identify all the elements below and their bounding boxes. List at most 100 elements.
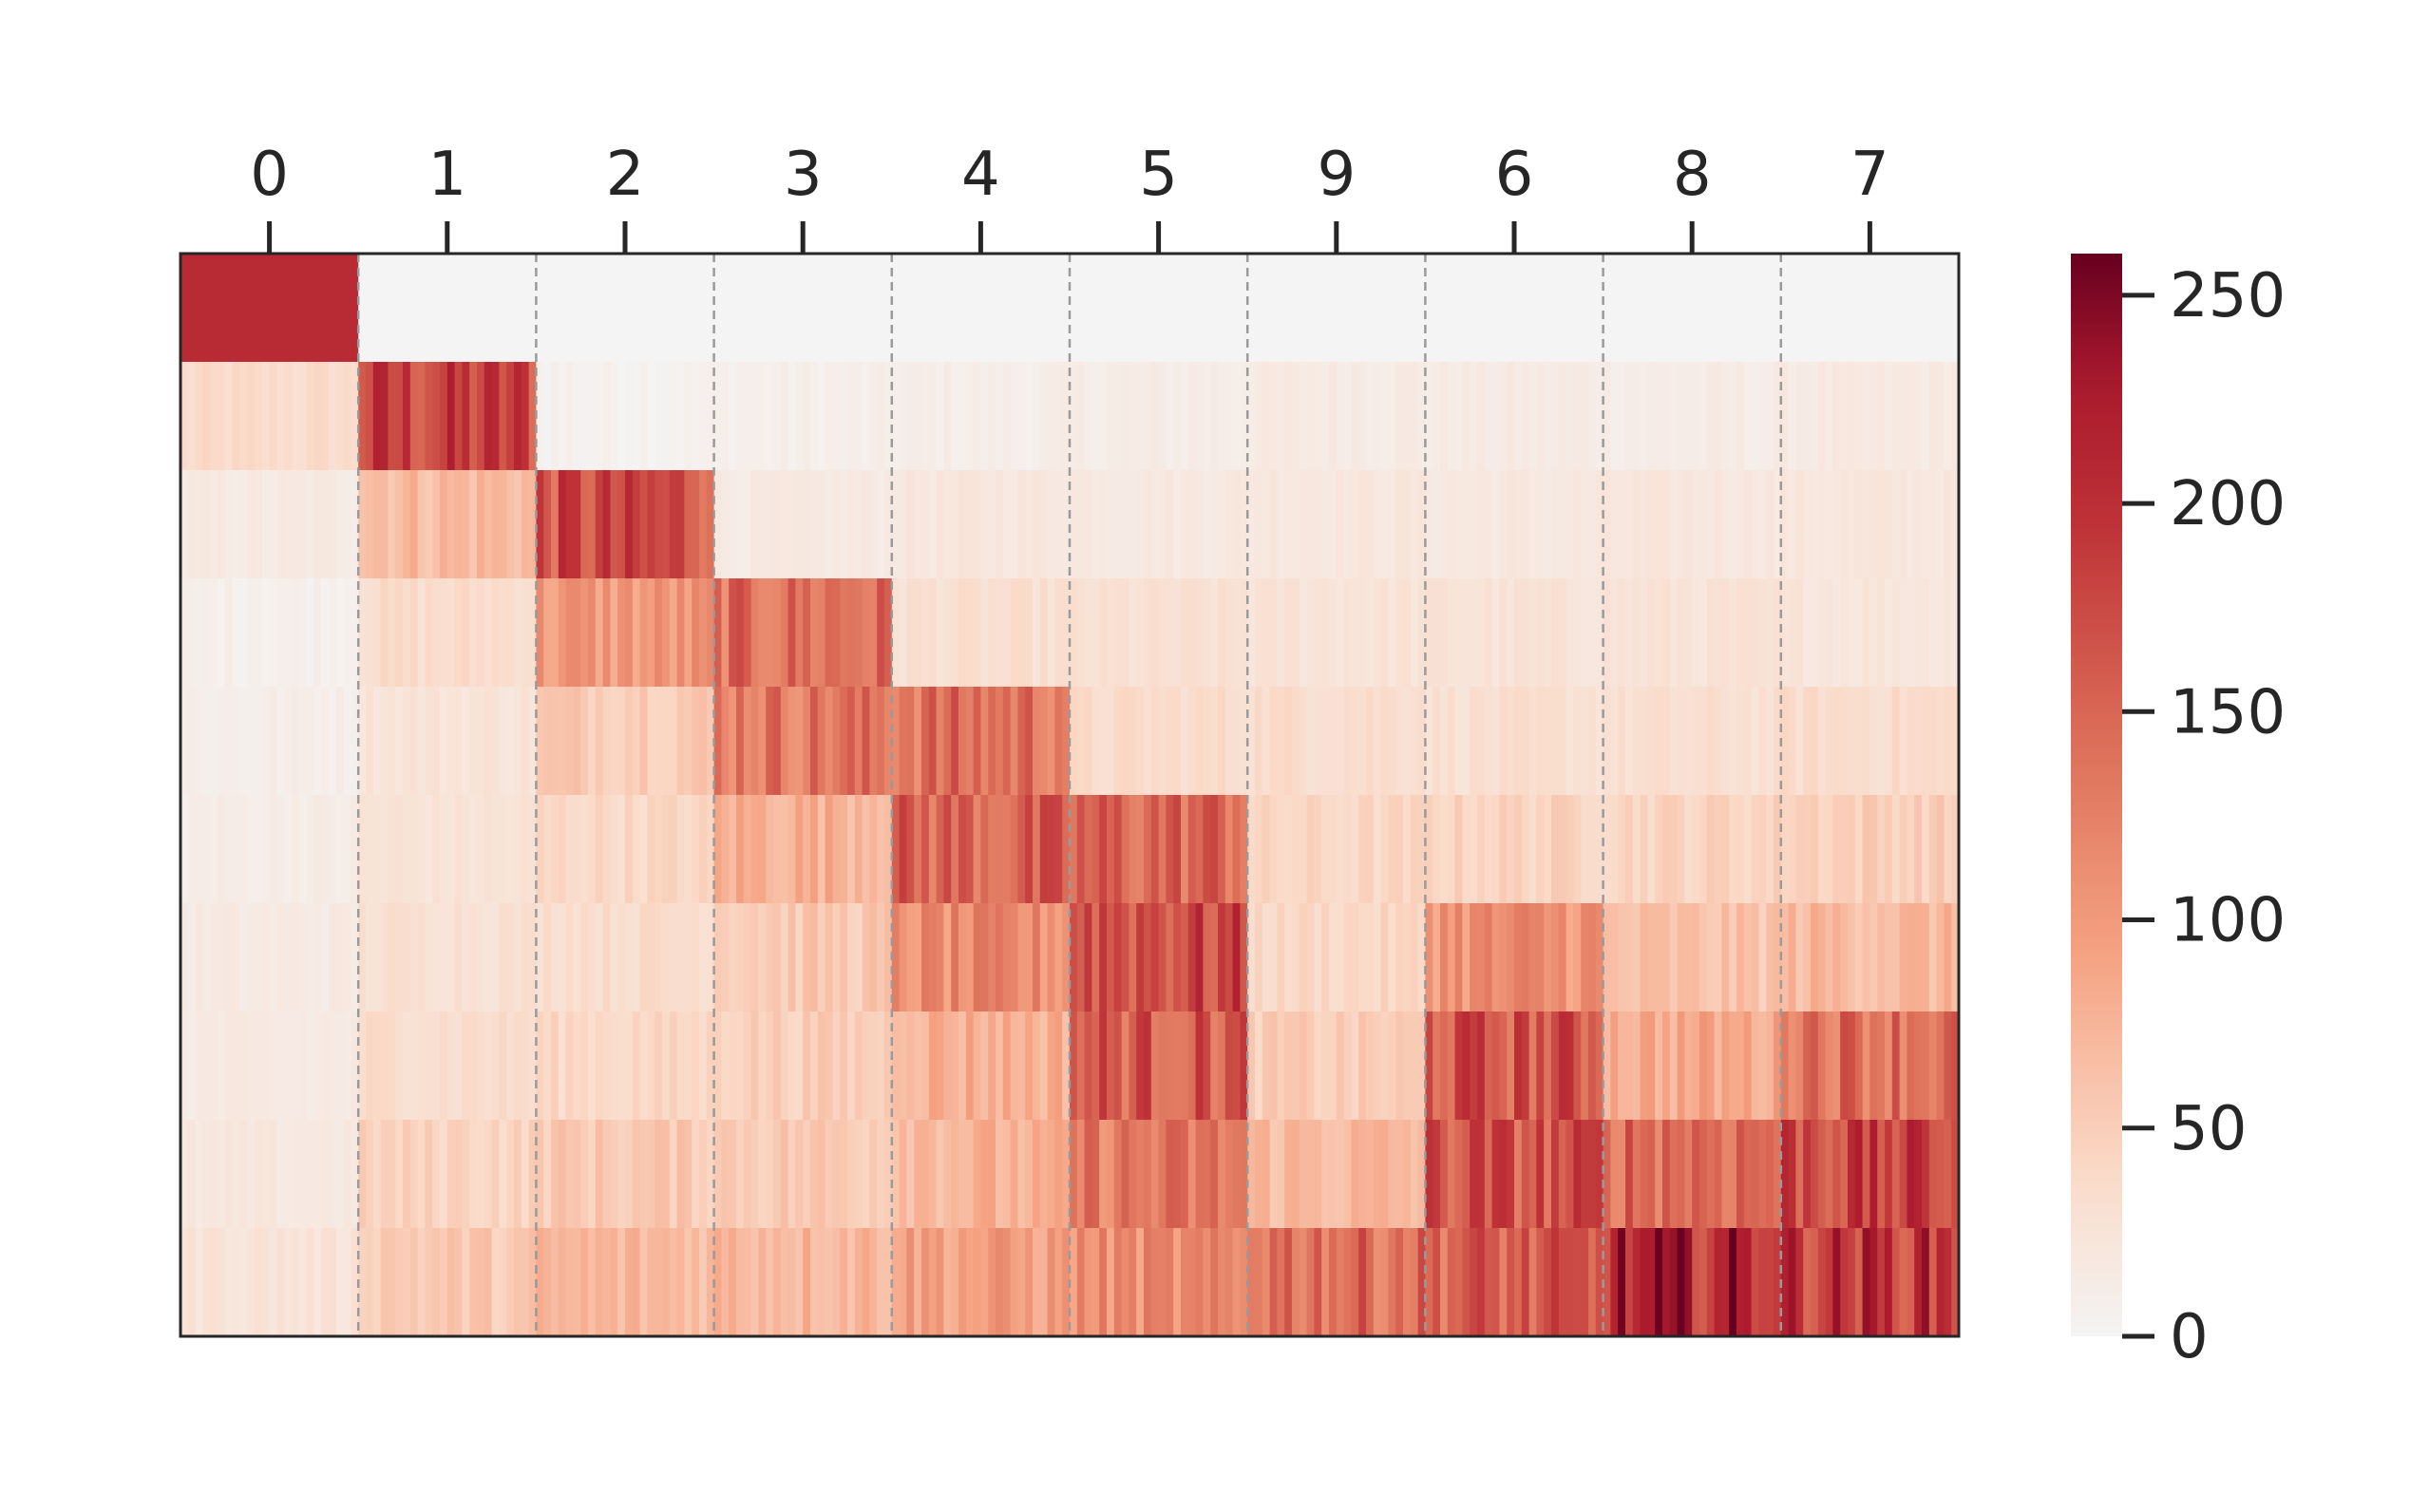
heatmap-stripe bbox=[292, 470, 300, 579]
heatmap-stripe bbox=[1062, 470, 1071, 579]
heatmap-stripe bbox=[647, 903, 655, 1012]
heatmap-stripe bbox=[721, 687, 730, 796]
heatmap-stripe bbox=[810, 1228, 819, 1337]
heatmap-stripe bbox=[1247, 362, 1256, 471]
heatmap-cell bbox=[358, 795, 537, 904]
heatmap-stripe bbox=[1351, 1120, 1359, 1229]
heatmap-stripe bbox=[884, 470, 893, 579]
heatmap-stripe bbox=[1625, 795, 1634, 904]
heatmap-stripe bbox=[1284, 1011, 1293, 1121]
heatmap-stripe bbox=[1195, 687, 1204, 796]
heatmap-stripe bbox=[1329, 1228, 1338, 1337]
heatmap-stripe bbox=[1470, 470, 1478, 579]
heatmap-stripe bbox=[1692, 687, 1700, 796]
heatmap-stripe bbox=[1788, 687, 1796, 796]
heatmap-stripe bbox=[1358, 1120, 1367, 1229]
heatmap-stripe bbox=[403, 1011, 411, 1121]
heatmap-stripe bbox=[780, 903, 789, 1012]
heatmap-stripe bbox=[1343, 903, 1352, 1012]
heatmap-stripe bbox=[1603, 578, 1611, 688]
heatmap-stripe bbox=[1292, 578, 1300, 688]
heatmap-stripe bbox=[899, 578, 907, 688]
heatmap-stripe bbox=[1603, 903, 1611, 1012]
heatmap-stripe bbox=[996, 1228, 1004, 1337]
heatmap-stripe bbox=[721, 1228, 730, 1337]
heatmap-stripe bbox=[721, 795, 730, 904]
heatmap-stripe bbox=[766, 1120, 774, 1229]
heatmap-stripe bbox=[996, 795, 1004, 904]
heatmap-stripe bbox=[921, 903, 930, 1012]
heatmap-stripe bbox=[840, 1011, 848, 1121]
heatmap-stripe bbox=[1232, 578, 1241, 688]
heatmap-stripe bbox=[1462, 687, 1471, 796]
heatmap-stripe bbox=[1788, 1120, 1796, 1229]
heatmap-stripe bbox=[1070, 1011, 1078, 1121]
heatmap-stripe bbox=[1417, 362, 1426, 471]
heatmap-stripe bbox=[440, 903, 448, 1012]
heatmap-stripe bbox=[662, 1011, 671, 1121]
heatmap-stripe bbox=[1158, 470, 1167, 579]
heatmap-stripe bbox=[573, 470, 581, 579]
heatmap-stripe bbox=[1314, 1120, 1322, 1229]
heatmap-stripe bbox=[988, 1120, 996, 1229]
heatmap-stripe bbox=[1343, 795, 1352, 904]
heatmap-stripe bbox=[1507, 470, 1515, 579]
heatmap-stripe bbox=[684, 1011, 693, 1121]
heatmap-stripe bbox=[1774, 795, 1782, 904]
heatmap-stripe bbox=[388, 687, 396, 796]
heatmap-stripe bbox=[1047, 578, 1055, 688]
heatmap-stripe bbox=[980, 795, 989, 904]
heatmap-cell bbox=[536, 362, 715, 471]
heatmap-stripe bbox=[446, 903, 456, 1012]
heatmap-stripe bbox=[1366, 795, 1375, 904]
heatmap-stripe bbox=[499, 362, 507, 471]
heatmap-stripe bbox=[669, 470, 678, 579]
heatmap-stripe bbox=[662, 362, 671, 471]
heatmap-stripe bbox=[1433, 903, 1441, 1012]
heatmap-stripe bbox=[298, 470, 308, 579]
heatmap-stripe bbox=[1351, 795, 1359, 904]
heatmap-stripe bbox=[610, 1120, 618, 1229]
heatmap-stripe bbox=[1410, 795, 1419, 904]
heatmap-stripe bbox=[847, 687, 856, 796]
heatmap-stripe bbox=[491, 578, 500, 688]
heatmap-stripe bbox=[1262, 578, 1271, 688]
heatmap-stripe bbox=[573, 362, 581, 471]
heatmap-stripe bbox=[514, 362, 522, 471]
heatmap-stripe bbox=[847, 578, 856, 688]
heatmap-stripe bbox=[891, 1011, 901, 1121]
heatmap-stripe bbox=[425, 687, 433, 796]
heatmap-stripe bbox=[1558, 1228, 1567, 1337]
heatmap-stripe bbox=[1292, 1228, 1300, 1337]
heatmap-cell bbox=[1603, 1120, 1782, 1229]
heatmap-stripe bbox=[1107, 578, 1115, 688]
heatmap-stripe bbox=[1558, 903, 1567, 1012]
heatmap-stripe bbox=[1440, 795, 1449, 904]
heatmap-stripe bbox=[306, 903, 314, 1012]
heatmap-stripe bbox=[1885, 578, 1893, 688]
heatmap-stripe bbox=[1743, 903, 1753, 1012]
heatmap-stripe bbox=[1499, 362, 1508, 471]
heatmap-stripe bbox=[662, 687, 671, 796]
heatmap-stripe bbox=[721, 1120, 730, 1229]
heatmap-stripe bbox=[1380, 903, 1389, 1012]
heatmap-stripe bbox=[617, 795, 626, 904]
heatmap-stripe bbox=[1232, 1011, 1241, 1121]
heatmap-stripe bbox=[1062, 1120, 1071, 1229]
heatmap-stripe bbox=[1136, 1011, 1145, 1121]
heatmap-stripe bbox=[1558, 1011, 1567, 1121]
heatmap-stripe bbox=[1425, 687, 1433, 796]
heatmap-stripe bbox=[1262, 795, 1271, 904]
heatmap-stripe bbox=[187, 1228, 197, 1337]
heatmap-stripe bbox=[462, 903, 470, 1012]
heatmap-stripe bbox=[440, 795, 448, 904]
heatmap-stripe bbox=[647, 1228, 655, 1337]
heatmap-stripe bbox=[1017, 687, 1026, 796]
heatmap-stripe bbox=[1462, 362, 1471, 471]
heatmap-stripe bbox=[432, 362, 441, 471]
heatmap-cell bbox=[713, 470, 893, 579]
heatmap-stripe bbox=[1277, 1228, 1285, 1337]
heatmap-stripe bbox=[869, 362, 878, 471]
heatmap-stripe bbox=[187, 470, 197, 579]
heatmap-stripe bbox=[1417, 470, 1426, 579]
